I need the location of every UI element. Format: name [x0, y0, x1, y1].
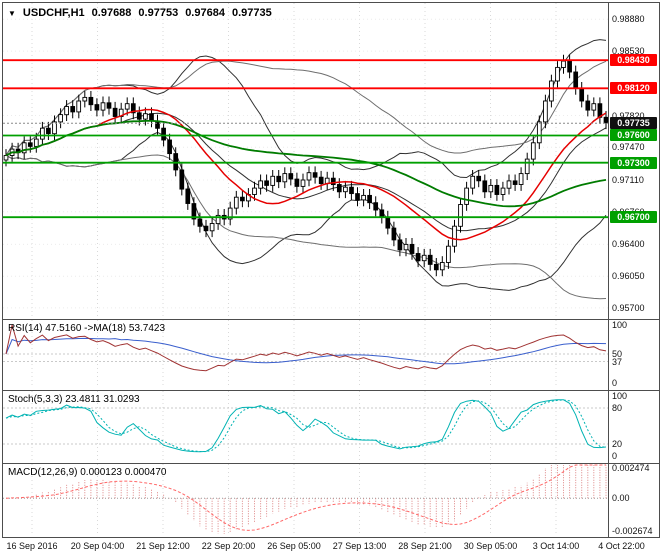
bollinger-bands [5, 39, 607, 300]
stoch-main-line [5, 399, 607, 453]
macd-histogram [11, 465, 607, 534]
grid [3, 320, 609, 388]
time-axis-label: 30 Sep 05:00 [463, 541, 518, 551]
time-axis-label: 16 Sep 2016 [6, 541, 58, 551]
macd-signal-line [5, 464, 606, 531]
chart-symbol-timeframe: USDCHF,H1 [22, 7, 85, 19]
ma-fast-line [5, 108, 607, 241]
stochastic-label: Stoch(5,3,3) 23.4811 31.0293 [8, 394, 140, 405]
time-axis-label: 26 Sep 05:00 [267, 541, 321, 551]
rsi-ma-line [5, 337, 607, 365]
stochastic-canvas[interactable] [3, 391, 609, 461]
stochastic-panel: Stoch(5,3,3) 23.4811 31.0293 [2, 390, 660, 464]
time-axis-label: 27 Sep 13:00 [332, 541, 387, 551]
macd-panel: MACD(12,26,9) 0.000123 0.000470 [2, 463, 660, 538]
ohlc-high: 0.97753 [138, 7, 179, 19]
ma-slow-line [5, 120, 607, 208]
ohlc-low: 0.97684 [185, 7, 225, 19]
macd-canvas[interactable] [3, 464, 609, 535]
candles-series [3, 54, 609, 277]
time-axis-label: 21 Sep 12:00 [136, 541, 190, 551]
time-axis-label: 4 Oct 22:00 [598, 541, 645, 551]
stoch-signal-line [5, 399, 607, 453]
time-axis-label: 22 Sep 20:00 [201, 541, 256, 551]
price-scale-separator [608, 2, 609, 537]
grid [3, 391, 609, 461]
grid [3, 3, 609, 317]
main-chart-panel: ▼ USDCHF,H1 0.97688 0.97753 0.97684 0.97… [2, 2, 660, 320]
rsi-canvas[interactable] [3, 320, 609, 388]
time-axis-label: 28 Sep 21:00 [398, 541, 452, 551]
symbol-marker-icon: ▼ [8, 9, 16, 18]
macd-label: MACD(12,26,9) 0.000123 0.000470 [8, 467, 167, 478]
ohlc-open: 0.97688 [91, 7, 132, 19]
chart-title: ▼ USDCHF,H1 0.97688 0.97753 0.97684 0.97… [8, 7, 272, 19]
rsi-line [5, 324, 607, 372]
time-axis-label: 20 Sep 04:00 [70, 541, 125, 551]
price-chart-canvas[interactable] [3, 3, 609, 317]
rsi-panel: RSI(14) 47.5160 ->MA(18) 53.7423 [2, 319, 660, 391]
time-axis-label: 3 Oct 14:00 [532, 541, 580, 551]
rsi-label: RSI(14) 47.5160 ->MA(18) 53.7423 [8, 323, 166, 334]
ohlc-close: 0.97735 [231, 7, 272, 19]
